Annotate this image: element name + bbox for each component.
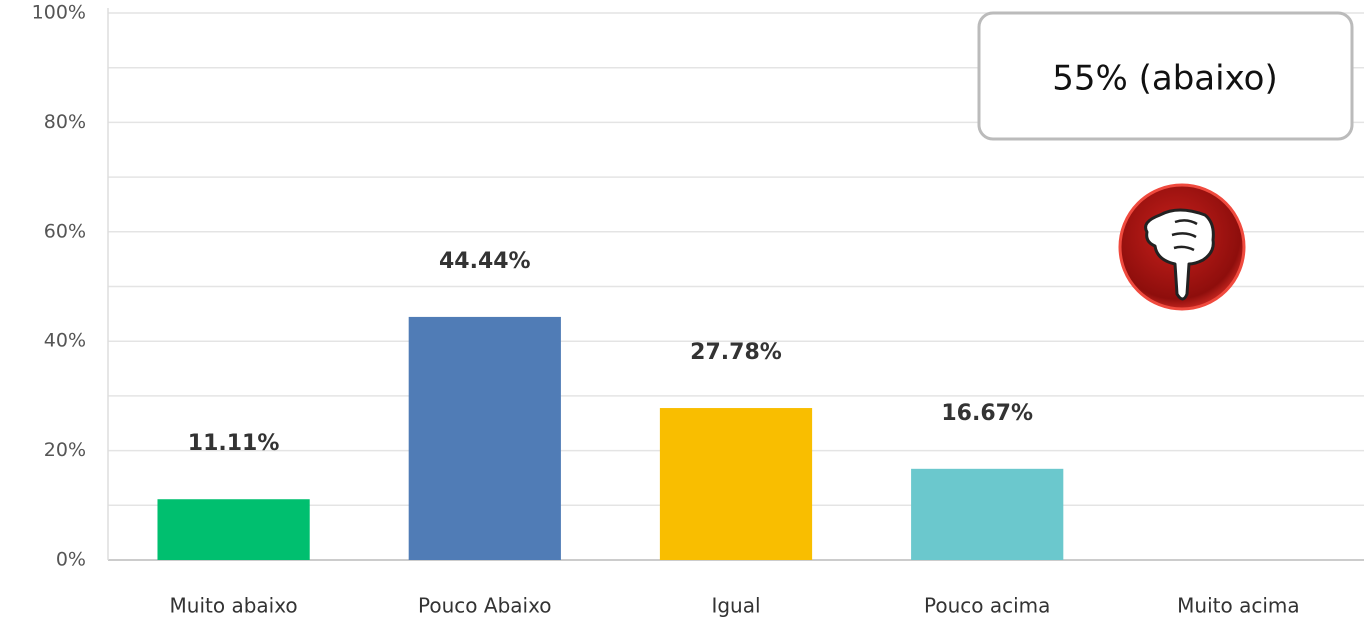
bar xyxy=(659,408,813,560)
x-tick-label: Igual xyxy=(711,594,760,618)
value-label: 11.11% xyxy=(188,431,280,456)
x-tick-label: Muito acima xyxy=(1177,594,1299,618)
y-tick-label: 60% xyxy=(44,220,86,242)
annotation-box: 55% (abaixo) xyxy=(977,11,1354,141)
bar xyxy=(911,468,1064,560)
y-tick-label: 20% xyxy=(44,439,86,461)
grid xyxy=(108,12,1364,561)
y-tick-label: 80% xyxy=(44,111,86,133)
x-tick-label: Muito abaixo xyxy=(170,594,298,618)
x-tick-label: Pouco acima xyxy=(924,594,1050,618)
thumbs-down-icon xyxy=(1118,183,1246,311)
bar xyxy=(408,316,561,560)
bar xyxy=(157,499,310,560)
annotation-frame xyxy=(977,11,1354,141)
y-tick-label: 100% xyxy=(32,2,86,24)
value-label: 44.44% xyxy=(439,249,531,274)
y-tick-label: 40% xyxy=(44,330,86,352)
y-tick-label: 0% xyxy=(56,549,86,571)
x-tick-label: Pouco Abaixo xyxy=(418,594,552,618)
annotation-text: 55% (abaixo) xyxy=(1052,59,1277,99)
value-label: 16.67% xyxy=(941,401,1033,426)
value-label: 27.78% xyxy=(690,340,782,365)
